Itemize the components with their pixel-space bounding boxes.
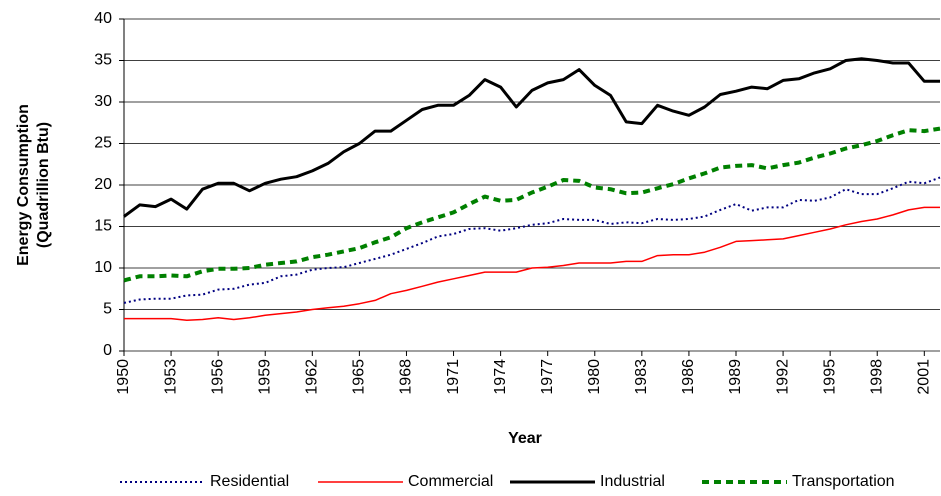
legend-label: Industrial	[600, 473, 665, 490]
x-tick-label: 1986	[680, 359, 697, 395]
x-tick-label: 1968	[398, 359, 415, 395]
y-tick-label: 20	[94, 176, 112, 193]
x-tick-label: 1950	[115, 359, 132, 395]
x-tick-label: 1980	[586, 359, 603, 395]
x-tick-label: 1956	[209, 359, 226, 395]
x-tick-label: 1974	[492, 359, 509, 395]
x-tick-label: 1965	[351, 359, 368, 395]
y-axis-label: Energy Consumption	[15, 104, 32, 266]
y-axis-label: (Quadrillion Btu)	[35, 122, 52, 248]
x-axis-label: Year	[508, 430, 542, 447]
x-tick-label: 1983	[633, 359, 650, 395]
y-tick-label: 25	[94, 135, 112, 152]
y-tick-label: 5	[103, 301, 112, 318]
series-line	[124, 206, 940, 322]
x-tick-label: 1992	[774, 359, 791, 395]
series-line	[123, 57, 940, 218]
legend-label: Commercial	[408, 473, 493, 490]
legend-label: Transportation	[792, 473, 895, 490]
x-tick-label: 1977	[539, 359, 556, 395]
x-tick-label: 1971	[445, 359, 462, 395]
series-line	[123, 176, 941, 304]
x-tick-label: 1989	[727, 359, 744, 395]
series-line	[123, 126, 941, 283]
x-tick-label: 1962	[304, 359, 321, 395]
y-tick-label: 0	[103, 342, 112, 359]
legend-label: Residential	[210, 473, 289, 490]
x-tick-label: 1995	[821, 359, 838, 395]
y-tick-label: 40	[94, 10, 112, 27]
y-tick-label: 30	[94, 93, 112, 110]
x-tick-label: 1953	[162, 359, 179, 395]
x-tick-label: 1959	[256, 359, 273, 395]
y-tick-label: 10	[94, 259, 112, 276]
x-tick-label: 1998	[868, 359, 885, 395]
y-tick-label: 35	[94, 52, 112, 69]
y-tick-label: 15	[94, 218, 112, 235]
x-tick-label: 2001	[916, 359, 933, 395]
